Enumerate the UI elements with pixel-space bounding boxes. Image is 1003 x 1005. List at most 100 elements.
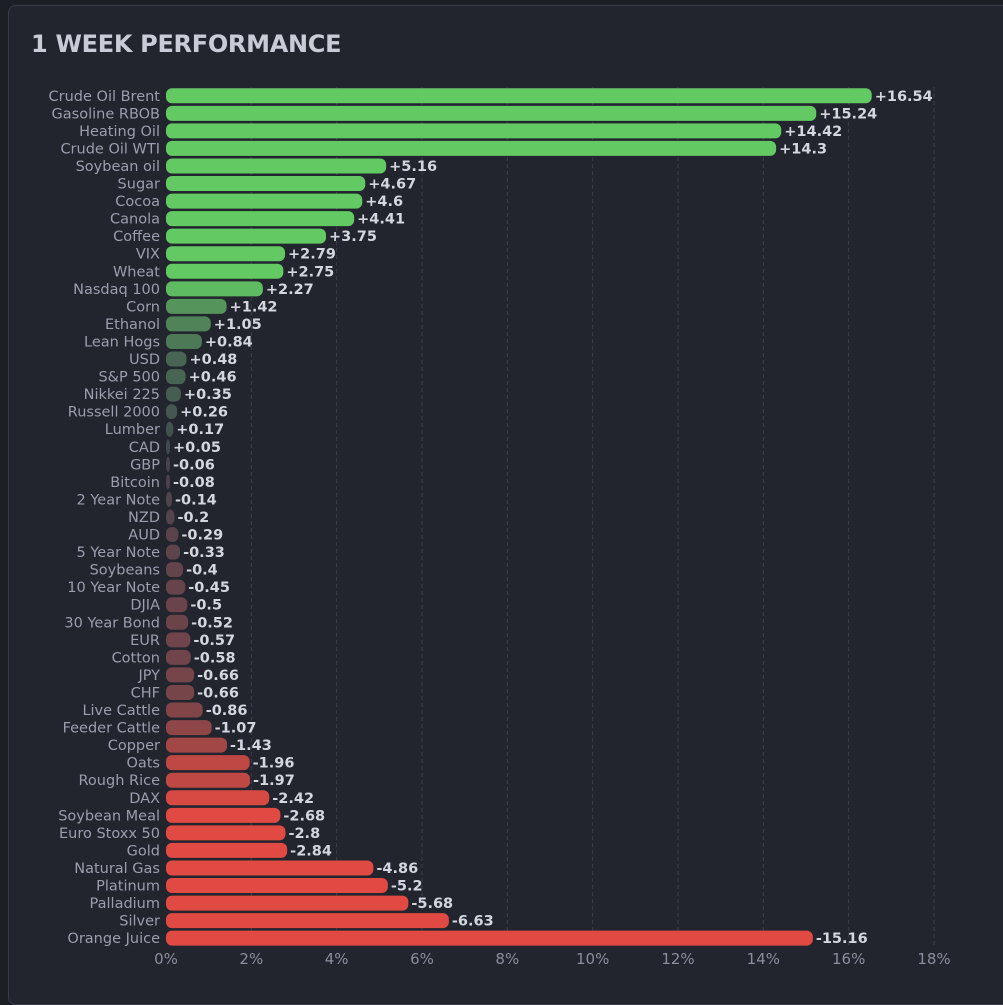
x-tick-label: 0% — [154, 950, 178, 968]
value-label: -1.07 — [215, 721, 257, 737]
category-label: Orange Juice — [67, 931, 160, 947]
bar[interactable] — [166, 439, 170, 455]
bar[interactable] — [166, 597, 188, 613]
category-label: Gasoline RBOB — [52, 106, 160, 122]
category-label: Corn — [126, 299, 160, 315]
category-label: Sugar — [118, 177, 160, 193]
value-label: -0.52 — [191, 615, 233, 631]
bar[interactable] — [166, 123, 782, 139]
bar[interactable] — [166, 860, 374, 876]
bar[interactable] — [166, 755, 250, 771]
bar[interactable] — [166, 421, 174, 437]
category-label: VIX — [136, 247, 160, 263]
category-label: Wheat — [113, 264, 160, 280]
value-label: +0.48 — [189, 352, 237, 368]
value-label: -0.4 — [186, 563, 218, 579]
bar[interactable] — [166, 702, 203, 718]
value-label: -1.43 — [230, 738, 272, 754]
value-label: +0.46 — [189, 370, 237, 386]
value-label: +2.79 — [288, 247, 336, 263]
bar[interactable] — [166, 316, 211, 332]
bar[interactable] — [166, 825, 286, 841]
bar[interactable] — [166, 246, 286, 262]
bar[interactable] — [166, 263, 284, 279]
bar[interactable] — [166, 878, 388, 894]
bar[interactable] — [166, 404, 178, 420]
value-label: +0.05 — [173, 440, 221, 456]
bar[interactable] — [166, 105, 817, 121]
bar[interactable] — [166, 351, 187, 367]
bars — [166, 88, 872, 946]
category-label: JPY — [137, 668, 160, 684]
value-label: -0.33 — [183, 545, 225, 561]
category-label: Nasdaq 100 — [73, 282, 160, 298]
category-label: Crude Oil Brent — [49, 89, 161, 105]
bar[interactable] — [166, 807, 281, 823]
bar[interactable] — [166, 544, 181, 560]
bar[interactable] — [166, 88, 872, 104]
category-label: Lumber — [105, 422, 160, 438]
value-label: -5.2 — [391, 879, 423, 895]
value-label: +0.26 — [180, 405, 228, 421]
bar[interactable] — [166, 842, 288, 858]
value-label: -0.66 — [197, 685, 239, 701]
bar[interactable] — [166, 720, 212, 736]
value-label: -15.16 — [816, 931, 868, 947]
x-tick-label: 8% — [495, 950, 519, 968]
bar[interactable] — [166, 667, 195, 683]
bar[interactable] — [166, 930, 813, 946]
value-label: +1.05 — [214, 317, 262, 333]
bar[interactable] — [166, 456, 170, 472]
category-label: Silver — [119, 914, 160, 930]
bar[interactable] — [166, 491, 172, 507]
value-label: +14.3 — [779, 141, 827, 157]
value-label: +4.41 — [357, 212, 405, 228]
bar[interactable] — [166, 176, 366, 192]
bar[interactable] — [166, 649, 191, 665]
bar[interactable] — [166, 333, 202, 349]
bar[interactable] — [166, 369, 186, 385]
x-tick-label: 18% — [917, 950, 950, 968]
category-label: Lean Hogs — [84, 334, 160, 350]
category-label: Bitcoin — [110, 475, 160, 491]
bar[interactable] — [166, 772, 251, 788]
bar[interactable] — [166, 527, 179, 543]
value-label: -5.68 — [411, 896, 453, 912]
category-label: Soybeans — [90, 563, 160, 579]
value-label: +5.16 — [389, 159, 437, 175]
bar[interactable] — [166, 737, 228, 753]
category-label: Oats — [126, 756, 160, 772]
value-label: +0.84 — [205, 334, 253, 350]
bar[interactable] — [166, 193, 363, 209]
bar[interactable] — [166, 562, 184, 578]
bar[interactable] — [166, 158, 387, 174]
category-label: Heating Oil — [79, 124, 160, 140]
bar[interactable] — [166, 140, 777, 156]
bar[interactable] — [166, 211, 355, 227]
bar[interactable] — [166, 895, 409, 911]
value-label: -2.42 — [272, 791, 314, 807]
bar[interactable] — [166, 298, 227, 314]
value-label: -0.08 — [173, 475, 215, 491]
category-label: Cocoa — [115, 194, 160, 210]
value-label: +2.75 — [286, 264, 334, 280]
bar[interactable] — [166, 509, 175, 525]
bar[interactable] — [166, 474, 170, 490]
bar[interactable] — [166, 386, 181, 402]
value-label: +14.42 — [784, 124, 842, 140]
bar[interactable] — [166, 614, 189, 630]
value-label: -0.29 — [181, 528, 223, 544]
bar[interactable] — [166, 632, 191, 648]
value-label: -1.97 — [253, 773, 295, 789]
bar[interactable] — [166, 228, 326, 244]
bar[interactable] — [166, 913, 449, 929]
bar[interactable] — [166, 790, 270, 806]
bar[interactable] — [166, 579, 186, 595]
x-tick-label: 6% — [410, 950, 434, 968]
bar[interactable] — [166, 281, 263, 297]
category-label: S&P 500 — [98, 370, 160, 386]
value-label: -2.68 — [283, 808, 325, 824]
category-label: AUD — [128, 528, 160, 544]
category-label: Platinum — [96, 879, 160, 895]
bar[interactable] — [166, 684, 195, 700]
